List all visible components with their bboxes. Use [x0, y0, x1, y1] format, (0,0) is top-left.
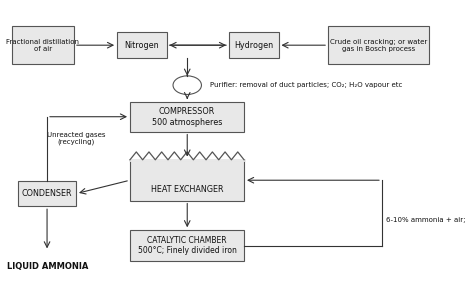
FancyBboxPatch shape: [117, 32, 166, 58]
Text: Unreacted gases
(recycling): Unreacted gases (recycling): [47, 132, 105, 145]
Text: LIQUID AMMONIA: LIQUID AMMONIA: [7, 262, 88, 271]
Text: Hydrogen: Hydrogen: [234, 40, 273, 50]
FancyBboxPatch shape: [229, 32, 279, 58]
Text: HEAT EXCHANGER: HEAT EXCHANGER: [151, 185, 223, 194]
Text: Crude oil cracking; or water
gas in Bosch process: Crude oil cracking; or water gas in Bosc…: [330, 38, 427, 52]
FancyBboxPatch shape: [130, 102, 244, 132]
Text: Nitrogen: Nitrogen: [125, 40, 159, 50]
Text: 6-10% ammonia + air;: 6-10% ammonia + air;: [386, 217, 466, 223]
FancyBboxPatch shape: [18, 181, 76, 206]
Text: CONDENSER: CONDENSER: [22, 189, 73, 198]
FancyBboxPatch shape: [130, 160, 244, 201]
Text: Purifier: removal of duct particles; CO₂; H₂O vapour etc: Purifier: removal of duct particles; CO₂…: [210, 82, 402, 88]
Text: COMPRESSOR
500 atmospheres: COMPRESSOR 500 atmospheres: [152, 107, 222, 127]
Text: Fractional distillation
of air: Fractional distillation of air: [6, 38, 79, 52]
FancyBboxPatch shape: [11, 26, 74, 64]
FancyBboxPatch shape: [328, 26, 429, 64]
FancyBboxPatch shape: [130, 230, 244, 261]
Text: CATALYTIC CHAMBER
500°C; Finely divided iron: CATALYTIC CHAMBER 500°C; Finely divided …: [137, 236, 237, 255]
